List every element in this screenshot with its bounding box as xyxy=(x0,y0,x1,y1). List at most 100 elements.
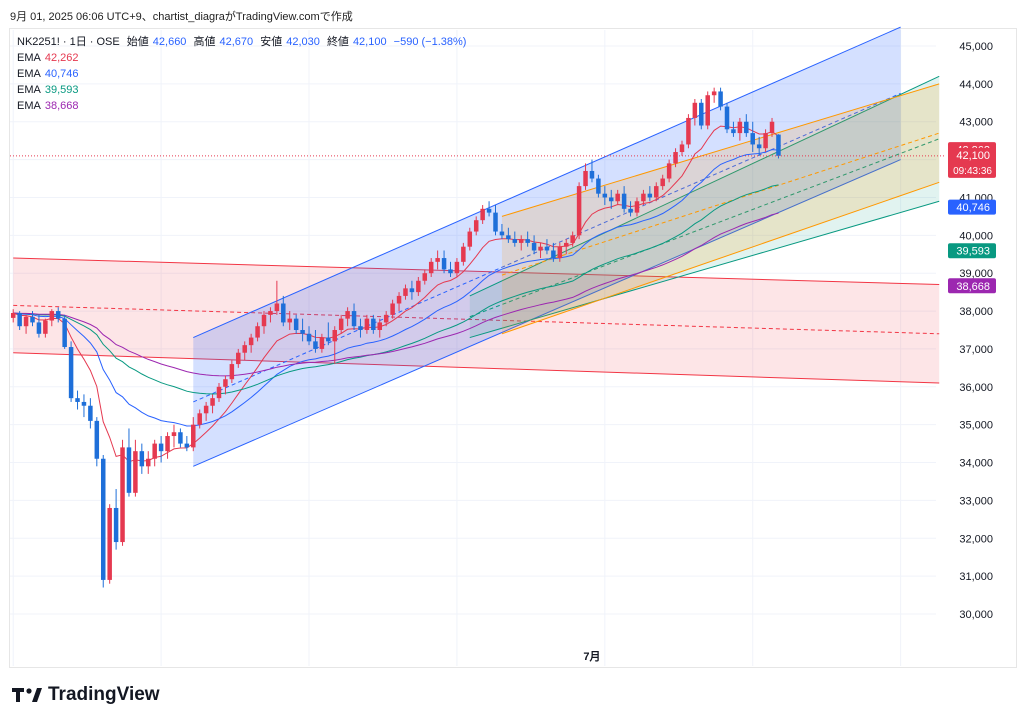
candle-body xyxy=(287,318,292,323)
price-label-box xyxy=(948,199,996,215)
candle-body xyxy=(769,121,775,134)
candle-body xyxy=(30,316,35,323)
candle-body xyxy=(94,420,100,459)
candle-body xyxy=(178,432,183,444)
candle-body xyxy=(281,303,286,323)
candle-body xyxy=(306,333,312,342)
ema-name: EMA xyxy=(17,68,41,80)
close-label: 終値 xyxy=(326,36,349,48)
candle-body xyxy=(441,258,447,270)
candle-body xyxy=(480,208,485,221)
orange-channel-fill xyxy=(501,83,940,334)
orange-channel-upper xyxy=(501,83,940,217)
candle-body xyxy=(229,364,235,380)
candle-body xyxy=(23,316,29,327)
candle-body xyxy=(718,91,723,107)
low-value: 42,030 xyxy=(286,36,320,48)
tradingview-logo[interactable]: TradingView xyxy=(12,684,160,706)
candle-body xyxy=(319,337,325,349)
ema-value: 40,746 xyxy=(44,68,79,80)
candle-body xyxy=(563,242,569,247)
y-tick-label: 31,000 xyxy=(959,571,993,583)
candle-body xyxy=(583,170,588,187)
blue-channel-upper xyxy=(193,26,901,339)
candle-body xyxy=(171,432,177,437)
candle-body xyxy=(313,341,318,349)
candle-body xyxy=(602,193,608,198)
candle-body xyxy=(422,273,428,281)
candle-body xyxy=(223,379,228,387)
candle-body xyxy=(493,212,498,232)
candle-body xyxy=(435,258,440,262)
open-label: 始値 xyxy=(126,36,149,48)
red-channel-lower xyxy=(13,352,940,384)
ema-row-3[interactable]: EMA 39,593 xyxy=(17,82,470,98)
ema-name: EMA xyxy=(17,52,41,64)
candle-body xyxy=(570,235,575,243)
candle-body xyxy=(660,178,665,187)
candle-body xyxy=(615,193,620,202)
chart-frame[interactable] xyxy=(9,28,1017,668)
candle-body xyxy=(692,102,698,118)
candle-body xyxy=(634,201,640,213)
candle-body xyxy=(274,303,280,312)
candle-body xyxy=(737,121,743,134)
candle-body xyxy=(544,246,550,251)
candle-body xyxy=(750,133,755,145)
candle-body xyxy=(538,246,543,251)
open-value: 42,660 xyxy=(152,36,187,48)
candle-body xyxy=(525,239,530,243)
candle-body xyxy=(17,312,22,327)
green-channel-lower xyxy=(469,200,940,339)
ema-row-1[interactable]: EMA 42,262 xyxy=(17,50,470,66)
y-tick-label: 44,000 xyxy=(959,79,993,91)
candle-body xyxy=(261,314,267,327)
candle-body xyxy=(268,311,273,315)
y-tick-label: 43,000 xyxy=(959,117,993,129)
ema-row-2[interactable]: EMA 40,746 xyxy=(17,66,470,82)
candle-body xyxy=(191,424,196,448)
ema-name: EMA xyxy=(17,84,41,96)
candle-body xyxy=(248,337,254,346)
candle-body xyxy=(152,443,157,459)
ema-value: 42,262 xyxy=(44,52,79,64)
ema-value: 38,668 xyxy=(44,100,79,112)
candle-body xyxy=(120,447,125,543)
candle-body xyxy=(473,220,479,232)
y-tick-label: 30,000 xyxy=(959,609,993,621)
tradingview-logo-icon xyxy=(12,688,42,702)
candle-body xyxy=(242,345,247,353)
price-label-text: 39,593 xyxy=(956,246,990,258)
candle-body xyxy=(203,405,209,414)
chart-legend: NK2251! · 1日 · OSE 始値 42,660 高値 42,670 安値 4… xyxy=(17,34,470,114)
candle-body xyxy=(679,144,685,153)
candle-body xyxy=(332,330,337,342)
y-tick-label: 45,000 xyxy=(959,41,993,53)
candle-body xyxy=(486,208,492,213)
candle-body xyxy=(351,311,357,327)
red-channel-upper xyxy=(13,257,940,286)
candle-body xyxy=(358,326,363,330)
candle-body xyxy=(409,288,415,293)
candle-body xyxy=(36,322,42,334)
candle-body xyxy=(776,134,781,156)
y-tick-label: 34,000 xyxy=(959,458,993,470)
candle-body xyxy=(81,401,87,406)
red-channel-mid xyxy=(13,304,940,335)
price-label-text: 38,668 xyxy=(956,281,990,293)
ema-row-4[interactable]: EMA 38,668 xyxy=(17,98,470,114)
price-label-text: 42,100 xyxy=(956,150,990,162)
x-tick-label: 7月 xyxy=(583,650,600,663)
candle-body xyxy=(293,318,299,330)
y-tick-label: 35,000 xyxy=(959,420,993,432)
candle-body xyxy=(699,102,704,126)
y-tick-label: 32,000 xyxy=(959,533,993,545)
candle-body xyxy=(75,398,80,402)
candle-body xyxy=(146,458,151,467)
y-tick-label: 38,000 xyxy=(959,306,993,318)
candle-body xyxy=(609,197,614,202)
symbol-label[interactable]: NK2251! · 1日 · OSE xyxy=(17,36,120,48)
price-label-box xyxy=(948,243,996,259)
candle-body xyxy=(596,178,601,194)
